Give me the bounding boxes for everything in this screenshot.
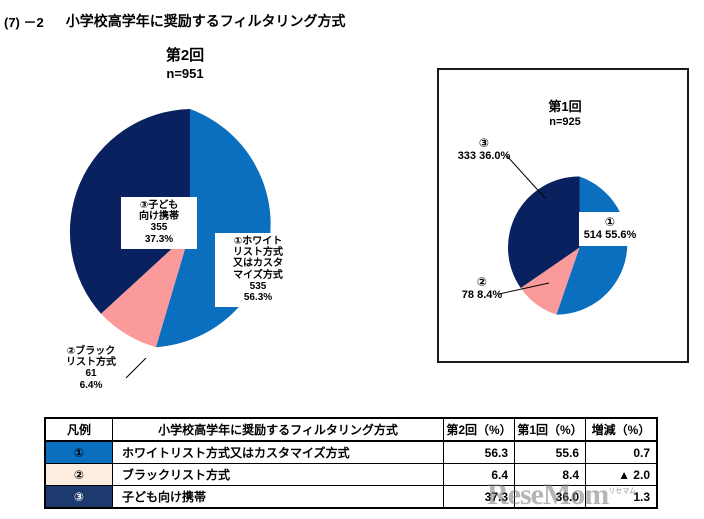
table-row: ① ホワイトリスト方式又はカスタマイズ方式 56.3 55.6 0.7 (44, 440, 658, 464)
row1-second-round: 56.3 (443, 440, 515, 464)
left-chart-sample-size: n=951 (166, 66, 204, 81)
right-label-item2-percent: 8.4% (477, 289, 503, 302)
row3-delta: 1.3 (585, 485, 658, 509)
table-header-row: 凡例 小学校高学年に奨励するフィルタリング方式 第2回（%） 第1回（%） 増減… (44, 417, 658, 442)
row1-delta: 0.7 (585, 440, 658, 464)
right-label-item1-count: 514 (583, 229, 603, 242)
summary-table-head: 凡例 小学校高学年に奨励するフィルタリング方式 第2回（%） 第1回（%） 増減… (44, 417, 658, 442)
left-label-item3-percent: 37.3% (144, 233, 174, 245)
left-label-item3-count: 355 (150, 222, 168, 234)
row3-second-round-value: 37.3 (484, 489, 508, 504)
row2-label-text: ブラックリスト方式 (122, 468, 231, 482)
right-label-item2-marker: ② (476, 275, 488, 289)
right-pie-chart (507, 175, 652, 320)
left-label-item2-line2: リスト方式 (66, 357, 116, 369)
left-label-item3: ③子ども 向け携帯 355 37.3% (121, 197, 197, 249)
left-label-item1: ①ホワイト リスト方式 又はカスタ マイズ方式 535 56.3% (215, 233, 301, 308)
row2-first-round: 8.4 (514, 463, 586, 486)
left-label-item2-line1: ②ブラック (66, 346, 116, 357)
row2-second-round: 6.4 (443, 463, 515, 486)
left-label-item1-percent: 56.3% (243, 291, 273, 303)
left-label-item1-line3: 又はカスタ (233, 258, 283, 270)
col-header-first-round: 第1回（%） (514, 417, 586, 442)
right-chart-sample-size: n=925 (549, 116, 581, 128)
table-row: ② ブラックリスト方式 6.4 8.4 ▲ 2.0 (44, 463, 658, 486)
row1-legend-swatch: ① (44, 440, 113, 464)
right-label-item1-percent: 55.6% (605, 229, 637, 242)
row1-second-round-value: 56.3 (484, 445, 508, 460)
row1-first-round: 55.6 (514, 440, 586, 464)
row1-first-round-value: 55.6 (555, 445, 579, 460)
right-pie-svg (508, 176, 628, 315)
section-number: (7) －2 (4, 14, 44, 30)
right-pie-slice-3 (508, 176, 580, 288)
row2-first-round-value: 8.4 (562, 467, 579, 482)
chart-first-round-panel: 第1回 n=925 ① 514 55.6% ③ 333 36.0% ② 78 8… (437, 68, 689, 363)
left-pie-slice-2 (101, 232, 190, 348)
left-label-item2-count: 61 (85, 368, 97, 380)
row1-delta-value: 0.7 (633, 445, 650, 460)
left-label-item1-count: 535 (249, 280, 267, 292)
row3-first-round-value: 36.0 (555, 489, 579, 504)
summary-table: 凡例 小学校高学年に奨励するフィルタリング方式 第2回（%） 第1回（%） 増減… (44, 417, 658, 509)
col-header-delta: 増減（%） (585, 417, 658, 442)
row1-label-text: ホワイトリスト方式又はカスタマイズ方式 (122, 446, 350, 460)
right-label-item1: ① 514 55.6% (579, 212, 641, 247)
left-label-item2-percent: 6.4% (79, 379, 103, 391)
table-row: ③ 子ども向け携帯 37.3 36.0 1.3 (44, 485, 658, 509)
left-label-item1-line2: リスト方式 (233, 247, 283, 259)
row1-label: ホワイトリスト方式又はカスタマイズ方式 (112, 440, 444, 464)
left-label-item1-line4: マイズ方式 (233, 269, 283, 281)
row2-delta-value: ▲ 2.0 (618, 467, 650, 482)
col-header-legend: 凡例 (44, 417, 113, 442)
row3-second-round: 37.3 (443, 485, 515, 509)
row2-delta: ▲ 2.0 (585, 463, 658, 486)
right-label-item2: ② 78 8.4% (451, 275, 513, 303)
right-label-item3-marker: ③ (478, 136, 490, 150)
row3-delta-value: 1.3 (633, 489, 650, 504)
right-label-item3: ③ 333 36.0% (453, 136, 515, 164)
left-label-item3-line1: ③子ども (139, 200, 179, 211)
right-chart-title: 第1回 (548, 99, 582, 114)
row3-legend-swatch: ③ (44, 485, 113, 509)
col-header-second-round: 第2回（%） (443, 417, 515, 442)
left-label-item2: ②ブラック リスト方式 61 6.4% (52, 346, 130, 391)
col-header-label: 小学校高学年に奨励するフィルタリング方式 (112, 417, 444, 442)
row3-label: 子ども向け携帯 (112, 485, 444, 509)
chart-second-round: 第2回 n=951 ①ホワイト リスト方式 又はカスタ マイズ方式 535 56… (20, 40, 350, 391)
right-label-item1-marker: ① (604, 215, 616, 229)
right-pie-slice-2 (520, 247, 580, 315)
page-title: 小学校高学年に奨励するフィルタリング方式 (65, 13, 346, 29)
row2-second-round-value: 6.4 (491, 467, 508, 482)
row3-first-round: 36.0 (514, 485, 586, 509)
right-label-item3-percent: 36.0% (479, 150, 511, 163)
right-label-item3-count: 333 (457, 150, 477, 163)
page-header: (7) －2 小学校高学年に奨励するフィルタリング方式 (0, 8, 704, 34)
summary-table-body: ① ホワイトリスト方式又はカスタマイズ方式 56.3 55.6 0.7 ② ブラ… (44, 440, 658, 509)
left-label-item1-line1: ①ホワイト (233, 236, 283, 247)
right-label-item2-count: 78 (461, 289, 475, 302)
left-chart-title: 第2回 (165, 47, 205, 64)
left-label-item3-line2: 向け携帯 (139, 211, 179, 223)
row2-legend-swatch: ② (44, 463, 113, 486)
row2-label: ブラックリスト方式 (112, 463, 444, 486)
row3-label-text: 子ども向け携帯 (122, 490, 207, 504)
